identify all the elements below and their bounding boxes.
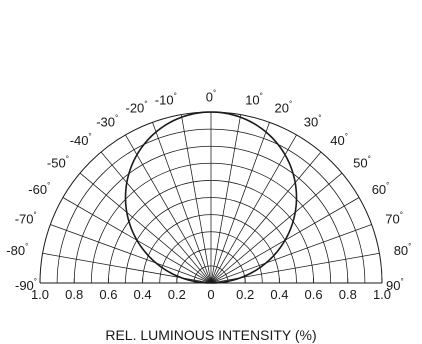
angle-label-90: 90°: [386, 277, 404, 293]
grid-spoke-10: [210, 114, 242, 284]
radiation-pattern: [124, 111, 298, 284]
grid-spoke--30: [125, 134, 212, 284]
degree-symbol: °: [115, 113, 118, 122]
grid-spoke-70: [210, 224, 372, 284]
angle-label-neg60: -60°: [28, 181, 50, 197]
degree-symbol: °: [25, 242, 28, 251]
angle-label-20: 20°: [275, 100, 293, 116]
degree-symbol: °: [213, 89, 216, 98]
grid-spoke--10: [180, 114, 212, 284]
radial-tick-label: 1.0: [31, 287, 49, 302]
angle-label-30: 30°: [304, 113, 322, 129]
grid-spoke-30: [210, 134, 297, 284]
grid-spoke-20: [210, 122, 270, 284]
angle-label-neg40: -40°: [70, 132, 92, 148]
degree-symbol: °: [66, 155, 69, 164]
angle-label-70: 70°: [385, 211, 403, 227]
degree-symbol: °: [260, 91, 263, 100]
degree-symbol: °: [400, 211, 403, 220]
grid-spoke-50: [210, 172, 343, 284]
radial-tick-label: 1.0: [373, 287, 391, 302]
x-axis-title: REL. LUMINOUS INTENSITY (%): [105, 327, 316, 343]
angle-label-neg50: -50°: [47, 155, 69, 171]
degree-symbol: °: [318, 113, 321, 122]
degree-symbol: °: [47, 181, 50, 190]
degree-symbol: °: [174, 91, 177, 100]
angle-label-neg30: -30°: [96, 113, 118, 129]
radial-tick-label: 0.6: [99, 287, 117, 302]
grid-spoke--20: [152, 122, 212, 284]
radial-tick-label: 0.4: [134, 287, 152, 302]
degree-symbol: °: [144, 100, 147, 109]
radial-tick-label: 0.4: [270, 287, 288, 302]
radial-tick-label: 0.2: [168, 287, 186, 302]
grid-spoke-40: [210, 151, 322, 284]
radial-tick-label: 0.8: [339, 287, 357, 302]
degree-symbol: °: [289, 100, 292, 109]
degree-symbol: °: [88, 132, 91, 141]
degree-symbol: °: [345, 132, 348, 141]
angle-label-80: 80°: [394, 242, 412, 258]
angle-label-50: 50°: [353, 155, 371, 171]
degree-symbol: °: [34, 277, 37, 286]
radial-tick-label: 0.6: [305, 287, 323, 302]
angle-label-neg20: -20°: [126, 100, 148, 116]
angle-label-neg10: -10°: [155, 91, 177, 107]
radial-tick-labels: 1.0 0.8 0.6 0.4 0.2 0 0.2 0.4 0.6 0.8 1.0: [31, 287, 391, 302]
radial-tick-label: 0.8: [65, 287, 83, 302]
degree-symbol: °: [386, 181, 389, 190]
grid-spoke--40: [100, 151, 212, 284]
angle-label-neg90: -90°: [15, 277, 37, 293]
angle-label-neg70: -70°: [15, 211, 37, 227]
angle-label-0: 0°: [206, 89, 216, 105]
pattern-series-0: [124, 111, 298, 284]
angle-label-40: 40°: [330, 132, 348, 148]
degree-symbol: °: [408, 242, 411, 251]
radial-tick-label: 0: [207, 287, 214, 302]
grid-spoke--70: [50, 224, 212, 284]
degree-symbol: °: [33, 211, 36, 220]
angle-label-10: 10°: [245, 91, 263, 107]
degree-symbol: °: [400, 277, 403, 286]
angle-label-neg80: -80°: [6, 242, 28, 258]
degree-symbol: °: [368, 155, 371, 164]
grid-spoke--50: [79, 172, 212, 284]
radial-tick-label: 0.2: [236, 287, 254, 302]
angle-label-60: 60°: [372, 181, 390, 197]
angle-tick-labels: -90° -80° -70° -60° -50°-40°-30° -20° -10° 0° 10…: [6, 89, 411, 294]
